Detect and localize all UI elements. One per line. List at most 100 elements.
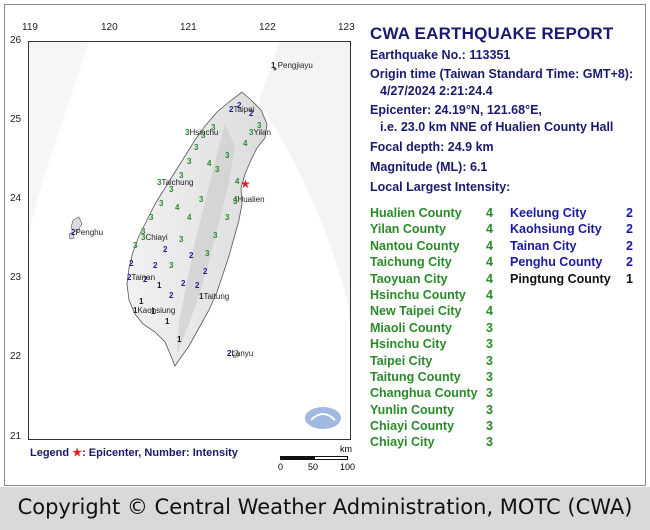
region-intensity: 4 xyxy=(486,222,493,237)
region-intensity: 3 xyxy=(486,435,493,450)
svg-text:2: 2 xyxy=(237,101,242,110)
scale-tick-0: 0 xyxy=(278,462,284,472)
region-intensity: 2 xyxy=(626,238,633,253)
legend-label: Legend xyxy=(30,447,70,459)
lat-tick-23: 23 xyxy=(10,272,22,283)
svg-text:1: 1 xyxy=(139,297,144,306)
central-range xyxy=(177,124,235,354)
label-hualien: Hualien xyxy=(237,195,265,204)
label-taitung: Taitung xyxy=(203,292,230,301)
svg-text:3: 3 xyxy=(133,241,138,250)
lon-tick-119: 119 xyxy=(22,22,38,33)
intensity-row: Yunlin County 3 xyxy=(370,403,500,419)
region-name: Nantou County xyxy=(370,238,460,253)
svg-text:2: 2 xyxy=(189,251,194,260)
origin-time-value: 4/27/2024 2:21:24.4 xyxy=(380,84,493,98)
taitung-intensity: 1 xyxy=(199,292,204,301)
region-name: Chiayi County xyxy=(370,419,455,434)
region-intensity: 2 xyxy=(626,206,633,220)
region-name: Kaohsiung City xyxy=(510,222,602,237)
pengjiayu-dot xyxy=(273,67,277,71)
legend-star-icon: ★ xyxy=(72,447,83,459)
origin-time-label: Origin time (Taiwan Standard Time: GMT+8… xyxy=(370,67,634,81)
cwa-logo-wave xyxy=(310,413,336,421)
svg-text:3: 3 xyxy=(233,197,238,206)
report-panel: CWA EARTHQUAKE REPORT Earthquake No.: 11… xyxy=(370,24,640,194)
intensity-row: Kaohsiung City 2 xyxy=(510,222,638,238)
ocean-relief-west xyxy=(29,42,89,242)
focal-depth: Focal depth: 24.9 km xyxy=(370,140,494,154)
earthquake-number: Earthquake No.: 113351 xyxy=(370,48,511,62)
label-hsinchu: Hsinchu xyxy=(189,128,219,137)
svg-text:4: 4 xyxy=(187,213,192,222)
svg-text:2: 2 xyxy=(163,245,168,254)
region-name: Taichung City xyxy=(370,255,452,270)
svg-text:3: 3 xyxy=(187,157,192,166)
intensity-row: Chiayi County 3 xyxy=(370,419,500,435)
intensity-list-right: Keelung City 2 Kaohsiung City 2 Tainan City 2… xyxy=(510,206,638,288)
svg-text:3: 3 xyxy=(211,123,216,132)
svg-text:3: 3 xyxy=(225,213,230,222)
svg-text:1: 1 xyxy=(151,307,156,316)
intensity-row: Tainan City 2 xyxy=(510,239,638,255)
label-lanyu: Lanyu xyxy=(231,349,254,358)
svg-text:2: 2 xyxy=(169,291,174,300)
svg-text:2: 2 xyxy=(249,109,254,118)
label-kaohsiung: Kaohsiung xyxy=(137,306,176,315)
taichung-intensity: 3 xyxy=(157,178,162,187)
svg-text:3: 3 xyxy=(159,199,164,208)
hsinchu-intensity: 3 xyxy=(185,128,190,137)
region-name: Pingtung County xyxy=(510,271,611,286)
ocean-relief xyxy=(259,42,350,372)
epicenter-relative: i.e. 23.0 km NNE of Hualien County Hall xyxy=(380,120,614,134)
region-intensity: 3 xyxy=(486,353,493,368)
region-intensity: 4 xyxy=(486,206,493,220)
scale-tick-100: 100 xyxy=(340,462,356,472)
tainan-intensity: 2 xyxy=(127,273,132,282)
region-intensity: 1 xyxy=(626,271,633,286)
region-name: Hualien County xyxy=(370,206,462,220)
svg-text:2: 2 xyxy=(195,281,200,290)
intensity-row: Taichung City 4 xyxy=(370,255,500,271)
intensity-row: Miaoli County 3 xyxy=(370,321,500,337)
intensity-row: Hsinchu County 4 xyxy=(370,288,500,304)
lon-tick-121: 121 xyxy=(180,22,197,33)
scale-segment-white xyxy=(314,456,348,460)
lon-tick-120: 120 xyxy=(101,22,118,33)
magnitude: Magnitude (ML): 6.1 xyxy=(370,160,488,174)
epicenter-star: ★ xyxy=(240,177,251,191)
region-intensity: 4 xyxy=(486,287,493,302)
region-name: Taipei City xyxy=(370,353,433,368)
taipei-intensity: 2 xyxy=(229,105,234,114)
intensity-row: Taoyuan City 4 xyxy=(370,272,500,288)
lat-tick-25: 25 xyxy=(10,114,22,125)
pengjiayu-intensity: 1 xyxy=(271,61,276,70)
svg-text:3: 3 xyxy=(199,195,204,204)
label-pengjiayu: Pengjiayu xyxy=(277,61,313,70)
svg-text:2: 2 xyxy=(181,279,186,288)
svg-text:3: 3 xyxy=(169,185,174,194)
region-name: Tainan City xyxy=(510,238,577,253)
label-taipei: Taipei xyxy=(233,105,255,114)
report-title: CWA EARTHQUAKE REPORT xyxy=(370,24,614,43)
copyright-text: Copyright © Central Weather Administrati… xyxy=(17,495,633,519)
region-name: Yilan County xyxy=(370,222,446,237)
region-intensity: 3 xyxy=(486,337,493,352)
region-name: Penghu County xyxy=(510,255,603,270)
intensity-row: Changhua County 3 xyxy=(370,386,500,402)
lanyu-intensity: 2 xyxy=(227,349,232,358)
svg-text:3: 3 xyxy=(201,131,206,140)
intensity-row: Pingtung County 1 xyxy=(510,272,638,288)
yilan-intensity: 3 xyxy=(249,128,254,137)
intensity-row: Hualien County 4 xyxy=(370,206,500,222)
intensity-row: Nantou County 4 xyxy=(370,239,500,255)
intensity-row: Taipei City 3 xyxy=(370,354,500,370)
region-intensity: 2 xyxy=(626,255,633,270)
intensity-row: Hsinchu City 3 xyxy=(370,337,500,353)
lon-tick-122: 122 xyxy=(259,22,276,33)
svg-text:3: 3 xyxy=(179,235,184,244)
kaohsiung-intensity: 1 xyxy=(133,306,138,315)
region-intensity: 4 xyxy=(486,255,493,270)
region-intensity: 4 xyxy=(486,271,493,286)
